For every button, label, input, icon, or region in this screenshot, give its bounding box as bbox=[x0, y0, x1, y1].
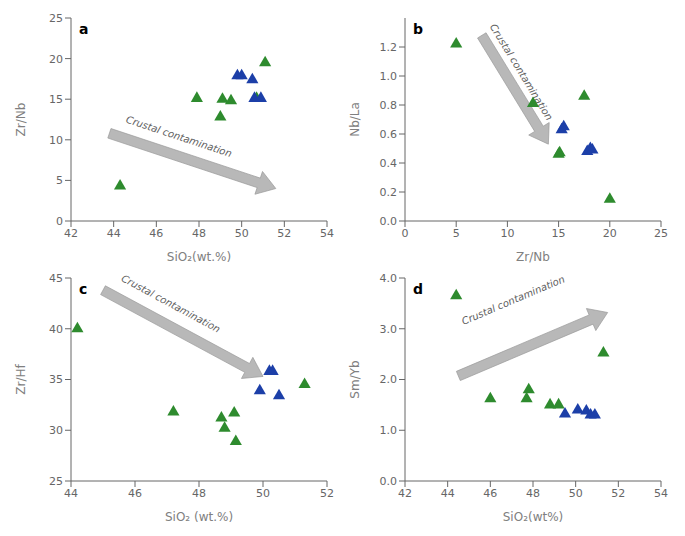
svg-text:52: 52 bbox=[320, 487, 334, 500]
svg-text:0.0: 0.0 bbox=[380, 215, 398, 228]
svg-text:20: 20 bbox=[49, 53, 63, 66]
svg-text:52: 52 bbox=[277, 227, 291, 240]
svg-text:3.0: 3.0 bbox=[380, 323, 398, 336]
svg-text:25: 25 bbox=[654, 227, 668, 240]
svg-text:1.2: 1.2 bbox=[380, 41, 398, 54]
svg-text:0.0: 0.0 bbox=[380, 475, 398, 488]
svg-text:50: 50 bbox=[256, 487, 270, 500]
svg-text:Crustal contamination: Crustal contamination bbox=[119, 273, 222, 335]
svg-text:0.2: 0.2 bbox=[380, 186, 398, 199]
html-text:b: b bbox=[413, 21, 423, 37]
svg-text:52: 52 bbox=[611, 487, 625, 500]
svg-text:5: 5 bbox=[453, 227, 460, 240]
svg-text:2.0: 2.0 bbox=[380, 373, 398, 386]
svg-text:1.0: 1.0 bbox=[380, 70, 398, 83]
svg-text:46: 46 bbox=[128, 487, 142, 500]
svg-text:15: 15 bbox=[49, 93, 63, 106]
svg-text:42: 42 bbox=[64, 227, 78, 240]
svg-text:Zr/Hf: Zr/Hf bbox=[14, 364, 28, 395]
svg-text:45: 45 bbox=[49, 272, 63, 285]
svg-text:25: 25 bbox=[49, 12, 63, 25]
svg-text:1.0: 1.0 bbox=[380, 424, 398, 437]
svg-text:Crustal contamination: Crustal contamination bbox=[460, 273, 566, 326]
svg-text:54: 54 bbox=[320, 227, 334, 240]
svg-text:44: 44 bbox=[107, 227, 121, 240]
svg-text:0: 0 bbox=[56, 215, 63, 228]
svg-text:Zr/Nb: Zr/Nb bbox=[14, 103, 28, 137]
svg-text:44: 44 bbox=[64, 487, 78, 500]
svg-text:50: 50 bbox=[569, 487, 583, 500]
svg-text:SiO₂(wt.%): SiO₂(wt.%) bbox=[167, 250, 231, 264]
svg-text:48: 48 bbox=[192, 487, 206, 500]
svg-text:42: 42 bbox=[398, 487, 412, 500]
svg-text:0: 0 bbox=[402, 227, 409, 240]
svg-text:Nb/La: Nb/La bbox=[348, 102, 362, 137]
svg-text:20: 20 bbox=[603, 227, 617, 240]
svg-text:35: 35 bbox=[49, 373, 63, 386]
svg-text:46: 46 bbox=[483, 487, 497, 500]
svg-text:Crustal contamination: Crustal contamination bbox=[488, 22, 555, 122]
svg-text:46: 46 bbox=[149, 227, 163, 240]
svg-text:Zr/Nb: Zr/Nb bbox=[516, 250, 550, 264]
svg-text:SiO₂ (wt.%): SiO₂ (wt.%) bbox=[165, 510, 233, 524]
svg-text:50: 50 bbox=[235, 227, 249, 240]
svg-text:54: 54 bbox=[654, 487, 668, 500]
svg-text:Crustal contamination: Crustal contamination bbox=[125, 114, 234, 159]
svg-text:48: 48 bbox=[192, 227, 206, 240]
svg-text:0.4: 0.4 bbox=[380, 157, 398, 170]
svg-text:4.0: 4.0 bbox=[380, 272, 398, 285]
svg-text:Sm/Yb: Sm/Yb bbox=[348, 360, 362, 398]
svg-text:40: 40 bbox=[49, 323, 63, 336]
svg-text:SiO₂(wt%): SiO₂(wt%) bbox=[503, 510, 564, 524]
svg-text:5: 5 bbox=[56, 174, 63, 187]
svg-text:30: 30 bbox=[49, 424, 63, 437]
svg-text:10: 10 bbox=[500, 227, 514, 240]
html-text:a: a bbox=[79, 21, 89, 37]
svg-text:48: 48 bbox=[526, 487, 540, 500]
svg-text:15: 15 bbox=[552, 227, 566, 240]
html-text:d: d bbox=[413, 281, 423, 297]
svg-text:25: 25 bbox=[49, 475, 63, 488]
svg-text:44: 44 bbox=[441, 487, 455, 500]
html-text:c: c bbox=[79, 281, 88, 297]
svg-text:0.8: 0.8 bbox=[380, 99, 398, 112]
svg-text:0.6: 0.6 bbox=[380, 128, 398, 141]
svg-text:10: 10 bbox=[49, 134, 63, 147]
